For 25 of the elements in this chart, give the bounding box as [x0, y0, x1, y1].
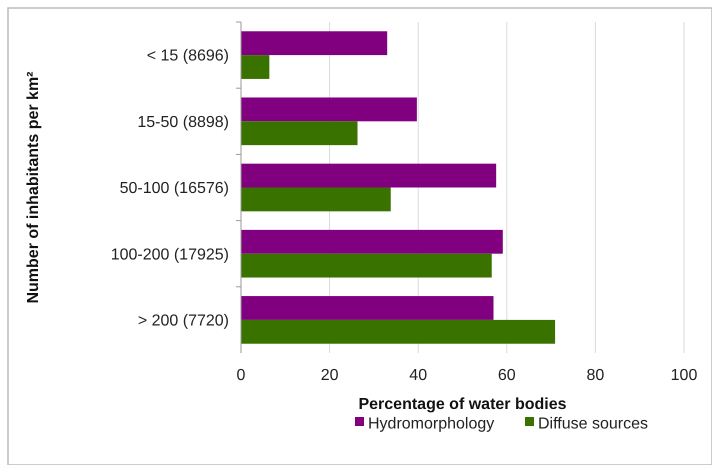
x-tick-label: 100 — [670, 367, 698, 384]
legend-label: Hydromorphology — [368, 416, 494, 433]
bar — [241, 164, 496, 188]
x-tick-label: 0 — [236, 367, 246, 384]
y-axis-title: Number of inhabitants per km² — [25, 71, 42, 304]
bar — [241, 296, 494, 320]
legend-label: Diffuse sources — [538, 416, 648, 433]
x-tick-label: 20 — [320, 367, 339, 384]
bar — [241, 31, 388, 56]
y-tick-label: 100-200 (17925) — [110, 246, 229, 264]
x-tick-label: 80 — [586, 367, 604, 384]
y-tick-label: 50-100 (16576) — [120, 180, 229, 198]
y-tick-label: < 15 (8696) — [146, 48, 229, 65]
bar — [241, 254, 492, 278]
y-tick-label: > 200 (7720) — [138, 312, 229, 330]
bar — [241, 188, 391, 212]
x-tick-label: 60 — [498, 367, 516, 384]
bar — [241, 230, 503, 254]
bar — [241, 55, 270, 79]
x-axis-title: Percentage of water bodies — [358, 396, 567, 413]
y-tick-label: 15-50 (8898) — [137, 114, 229, 131]
bar — [241, 320, 556, 344]
x-tick-label: 40 — [409, 367, 428, 384]
bar — [241, 121, 358, 146]
bar — [241, 97, 417, 122]
